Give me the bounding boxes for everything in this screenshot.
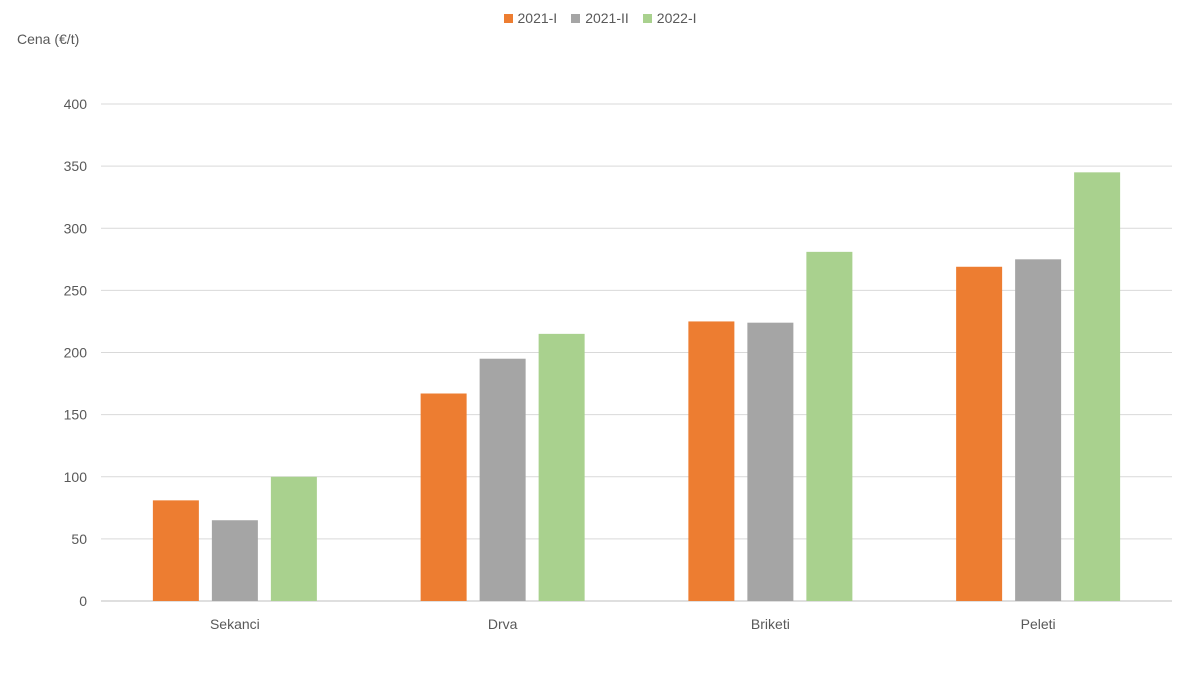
bar-briketi-2021-i bbox=[688, 321, 735, 601]
y-tick-label-100: 100 bbox=[64, 469, 88, 485]
legend-item-2021-ii: 2021-II bbox=[571, 10, 629, 26]
legend-swatch-2022-i bbox=[642, 13, 652, 23]
y-tick-label-300: 300 bbox=[64, 220, 88, 236]
y-tick-label-350: 350 bbox=[64, 158, 88, 174]
y-tick-label-150: 150 bbox=[64, 407, 88, 423]
y-tick-label-50: 50 bbox=[71, 531, 87, 547]
legend-label-2021-i: 2021-I bbox=[517, 10, 558, 26]
bar-peleti-2022-i bbox=[1074, 172, 1121, 601]
y-axis-label: Cena (€/t) bbox=[17, 31, 80, 47]
legend-label-2022-i: 2022-I bbox=[656, 10, 697, 26]
bar-sekanci-2022-i bbox=[270, 476, 317, 601]
x-tick-label-drva: Drva bbox=[488, 616, 518, 632]
bar-sekanci-2021-ii bbox=[211, 520, 258, 601]
legend-swatch-2021-ii bbox=[571, 13, 581, 23]
bar-peleti-2021-i bbox=[956, 266, 1003, 601]
bar-drva-2022-i bbox=[538, 333, 585, 601]
legend-label-2021-ii: 2021-II bbox=[585, 10, 629, 26]
bar-briketi-2021-ii bbox=[747, 322, 794, 601]
y-tick-label-250: 250 bbox=[64, 282, 88, 298]
y-tick-label-400: 400 bbox=[64, 96, 88, 112]
legend-item-2021-i: 2021-I bbox=[503, 10, 558, 26]
y-tick-label-200: 200 bbox=[64, 345, 88, 361]
legend-swatch-2021-i bbox=[503, 13, 513, 23]
x-tick-label-sekanci: Sekanci bbox=[210, 616, 260, 632]
legend-item-2022-i: 2022-I bbox=[642, 10, 697, 26]
bar-drva-2021-ii bbox=[479, 358, 526, 601]
bar-peleti-2021-ii bbox=[1015, 259, 1062, 601]
x-tick-label-briketi: Briketi bbox=[751, 616, 790, 632]
x-tick-label-peleti: Peleti bbox=[1021, 616, 1056, 632]
bar-briketi-2022-i bbox=[806, 251, 853, 602]
legend: 2021-I 2021-II 2022-I bbox=[0, 10, 1200, 26]
bar-sekanci-2021-i bbox=[152, 500, 199, 601]
bar-drva-2021-i bbox=[420, 393, 467, 601]
y-tick-label-0: 0 bbox=[79, 593, 87, 609]
